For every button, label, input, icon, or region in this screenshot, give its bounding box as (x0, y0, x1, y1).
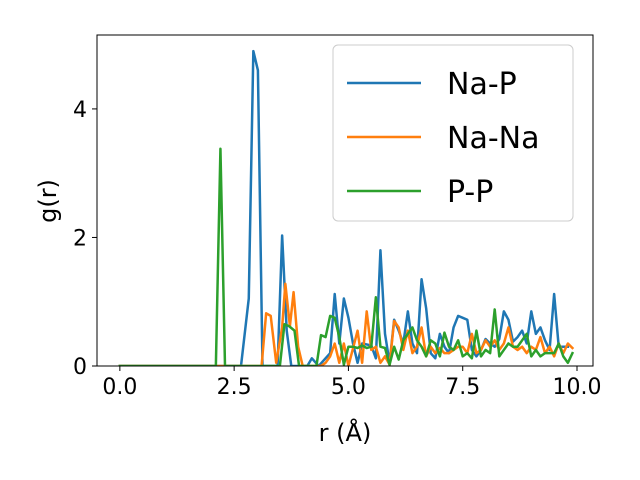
x-tick-label: 10.0 (553, 375, 602, 400)
x-tick-label: 7.5 (445, 375, 480, 400)
y-axis: 0 2 4 (73, 98, 97, 380)
legend-frame (332, 44, 574, 222)
legend: Na-P Na-Na P-P (332, 44, 574, 222)
y-axis-label: g(r) (34, 179, 62, 223)
x-tick-label: 5.0 (331, 375, 366, 400)
series-line-p-p (118, 147, 575, 366)
x-axis: 0.0 2.5 5.0 7.5 10.0 (102, 366, 601, 400)
y-tick-label: 0 (73, 355, 87, 380)
legend-label-na-na: Na-Na (447, 121, 539, 156)
legend-label-na-p: Na-P (447, 67, 517, 102)
x-axis-label: r (Å) (319, 418, 372, 447)
series-layer (118, 49, 575, 366)
series-line-na-na (118, 282, 575, 366)
x-tick-label: 0.0 (102, 375, 137, 400)
plot-frame (96, 34, 594, 367)
series-line-na-p (118, 49, 570, 366)
y-tick-label: 4 (73, 98, 87, 123)
legend-label-p-p: P-P (447, 175, 493, 210)
x-tick-label: 2.5 (217, 375, 252, 400)
y-tick-label: 2 (73, 226, 87, 251)
